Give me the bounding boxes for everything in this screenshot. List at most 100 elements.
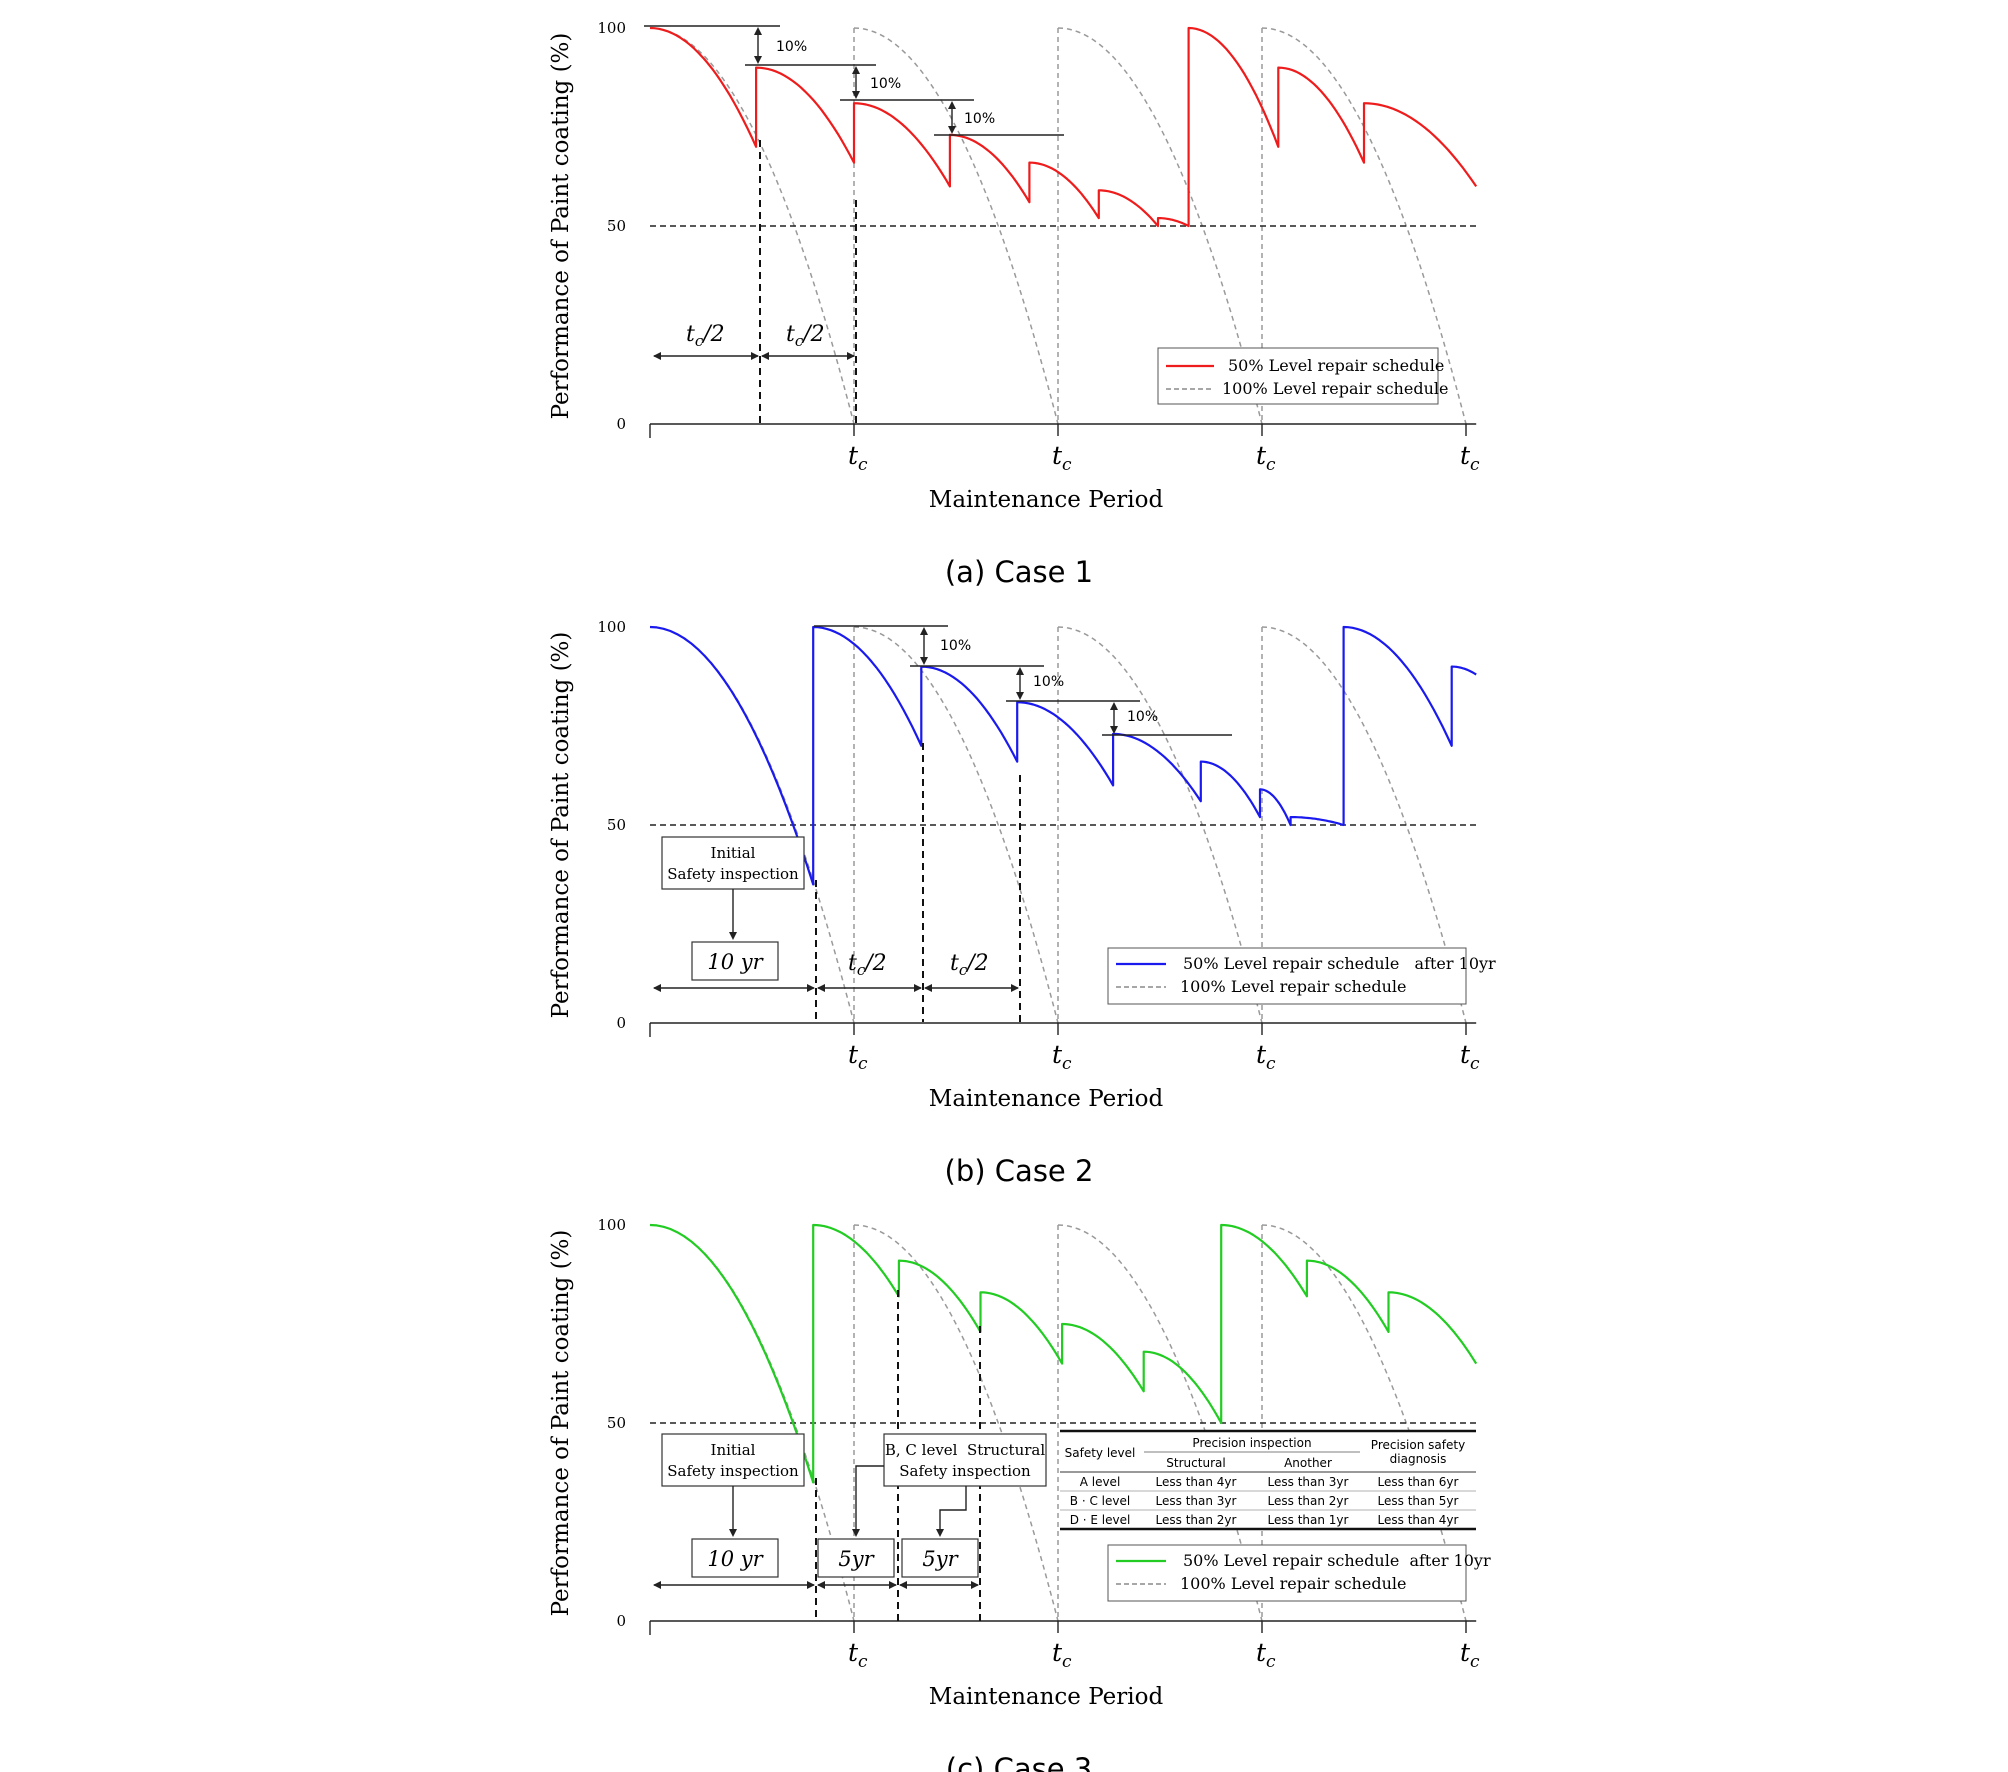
annotation-10pct-2: 10%: [870, 76, 901, 92]
axes: 0 50 100 tc tc tc tc Maintenance Period Performa…: [548, 618, 1480, 1112]
table-header-diagnosis-1: Precision safety: [1371, 1438, 1465, 1452]
y-axis-label: Performance of Paint coating (%): [548, 632, 574, 1019]
table-cell: Less than 2yr: [1268, 1494, 1349, 1508]
interval-arrows: [653, 352, 855, 360]
panel-case-3: 0 50 100 tc tc tc tc Maintenance Period Performa…: [548, 1216, 1491, 1772]
axes: 0 50 100 tc tc tc tc Maintenance Period Performa…: [548, 19, 1480, 513]
legend-entry-repair: 50% Level repair schedule after 10yr: [1183, 1551, 1491, 1570]
inspection-period-table: Safety level Precision inspection Struct…: [1060, 1429, 1476, 1531]
table-header-structural: Structural: [1166, 1456, 1225, 1470]
caption-case-1: (a) Case 1: [945, 555, 1093, 589]
table-cell: Less than 2yr: [1156, 1513, 1237, 1527]
annotation-10pct-2: 10%: [1033, 674, 1064, 690]
reference-curve: [853, 27, 1059, 425]
x-axis-label: Maintenance Period: [929, 1684, 1164, 1710]
svg-text:10 yr: 10 yr: [707, 950, 764, 974]
annotation-10pct-1: 10%: [776, 39, 807, 55]
reference-curve: [853, 1224, 1059, 1622]
table-cell: D · E level: [1070, 1513, 1131, 1527]
axes: 0 50 100 tc tc tc tc Maintenance Period Performa…: [548, 1216, 1480, 1710]
reference-curve: [853, 626, 1059, 1024]
svg-text:5yr: 5yr: [838, 1547, 875, 1571]
x-tick-label: tc: [848, 1040, 868, 1074]
x-tick-label: tc: [848, 1638, 868, 1672]
y-tick-label: 0: [616, 1014, 626, 1032]
panel-case-2: 0 50 100 tc tc tc tc Maintenance Period Performa…: [548, 618, 1496, 1188]
connector-arrow: [729, 889, 737, 940]
svg-text:10 yr: 10 yr: [707, 1547, 764, 1571]
reference-curve: [1261, 626, 1467, 1024]
svg-text:B, C level Structural: B, C level Structural: [885, 1441, 1046, 1459]
y-tick-label: 100: [597, 1216, 626, 1234]
period-box-5yr-2: 5yr: [901, 1538, 979, 1578]
annotation-10pct-3: 10%: [964, 111, 995, 127]
half-period-label-1: tc/2: [848, 951, 887, 979]
x-tick-label: tc: [1052, 1040, 1072, 1074]
dimension-markers: [814, 625, 1232, 736]
table-header-another: Another: [1284, 1456, 1332, 1470]
table-header-diagnosis-2: diagnosis: [1390, 1452, 1447, 1466]
x-tick-label: tc: [1460, 1040, 1480, 1074]
period-box-5yr-1: 5yr: [817, 1538, 895, 1578]
series-line-repair-schedule: [649, 1223, 1478, 1484]
interval-markers: [815, 743, 1021, 1022]
legend: 50% Level repair schedule after 10yr 100…: [1107, 947, 1496, 1005]
table-header-precision-inspection: Precision inspection: [1192, 1436, 1311, 1450]
connector-arrows: [852, 1465, 967, 1537]
reference-curve: [1057, 27, 1263, 425]
connector-arrow: [729, 1486, 737, 1537]
annotation-10pct-3: 10%: [1127, 709, 1158, 725]
table-cell: Less than 3yr: [1156, 1494, 1237, 1508]
legend-entry-reference: 100% Level repair schedule: [1222, 379, 1448, 398]
table-cell: Less than 5yr: [1378, 1494, 1459, 1508]
svg-text:Initial: Initial: [711, 1441, 756, 1459]
caption-case-2: (b) Case 2: [945, 1154, 1094, 1188]
table-header-safety-level: Safety level: [1065, 1446, 1136, 1460]
panel-case-1: 0 50 100 tc tc tc tc Maintenance Period Performa…: [548, 19, 1480, 589]
interval-arrows: [653, 1581, 979, 1589]
y-tick-label: 100: [597, 19, 626, 37]
legend-entry-reference: 100% Level repair schedule: [1180, 1574, 1406, 1593]
legend-entry-repair: 50% Level repair schedule after 10yr: [1183, 954, 1496, 973]
interval-markers: [759, 140, 857, 424]
table-cell: Less than 3yr: [1268, 1475, 1349, 1489]
x-tick-label: tc: [1052, 1638, 1072, 1672]
x-axis-label: Maintenance Period: [929, 487, 1164, 513]
table-cell: B · C level: [1070, 1494, 1130, 1508]
initial-inspection-box: Initial Safety inspection: [661, 1433, 805, 1487]
svg-text:tc/2: tc/2: [686, 322, 725, 350]
svg-text:tc/2: tc/2: [848, 951, 887, 979]
y-tick-label: 0: [616, 415, 626, 433]
series-layer: [649, 26, 1478, 228]
y-tick-label: 50: [607, 1414, 626, 1432]
series-layer: [649, 1223, 1478, 1484]
x-tick-label: tc: [1460, 1638, 1480, 1672]
table-cell: Less than 4yr: [1378, 1513, 1459, 1527]
y-tick-label: 50: [607, 816, 626, 834]
table-cell: Less than 6yr: [1378, 1475, 1459, 1489]
series-line-repair-schedule: [649, 26, 1478, 228]
x-tick-label: tc: [1256, 1040, 1276, 1074]
table-cell: Less than 1yr: [1268, 1513, 1349, 1527]
x-tick-label: tc: [1256, 441, 1276, 475]
svg-text:tc/2: tc/2: [950, 951, 989, 979]
interval-arrows: [653, 984, 1019, 992]
half-period-label-1: tc/2: [686, 322, 725, 350]
half-period-label-2: tc/2: [950, 951, 989, 979]
svg-text:Initial: Initial: [711, 844, 756, 862]
svg-text:tc/2: tc/2: [786, 322, 825, 350]
y-axis-label: Performance of Paint coating (%): [548, 1230, 574, 1617]
dimension-arrowheads: [754, 27, 956, 134]
legend: 50% Level repair schedule after 10yr 100…: [1107, 1544, 1491, 1602]
x-tick-label: tc: [1052, 441, 1072, 475]
x-axis-label: Maintenance Period: [929, 1086, 1164, 1112]
y-tick-label: 100: [597, 618, 626, 636]
annotation-10pct-1: 10%: [940, 638, 971, 654]
x-tick-label: tc: [1460, 441, 1480, 475]
legend: 50% Level repair schedule 100% Level rep…: [1157, 347, 1448, 405]
structural-inspection-box: B, C level Structural Safety inspection: [883, 1433, 1047, 1487]
x-tick-label: tc: [848, 441, 868, 475]
caption-case-3: (c) Case 3: [946, 1752, 1092, 1772]
reference-curve: [1057, 626, 1263, 1024]
